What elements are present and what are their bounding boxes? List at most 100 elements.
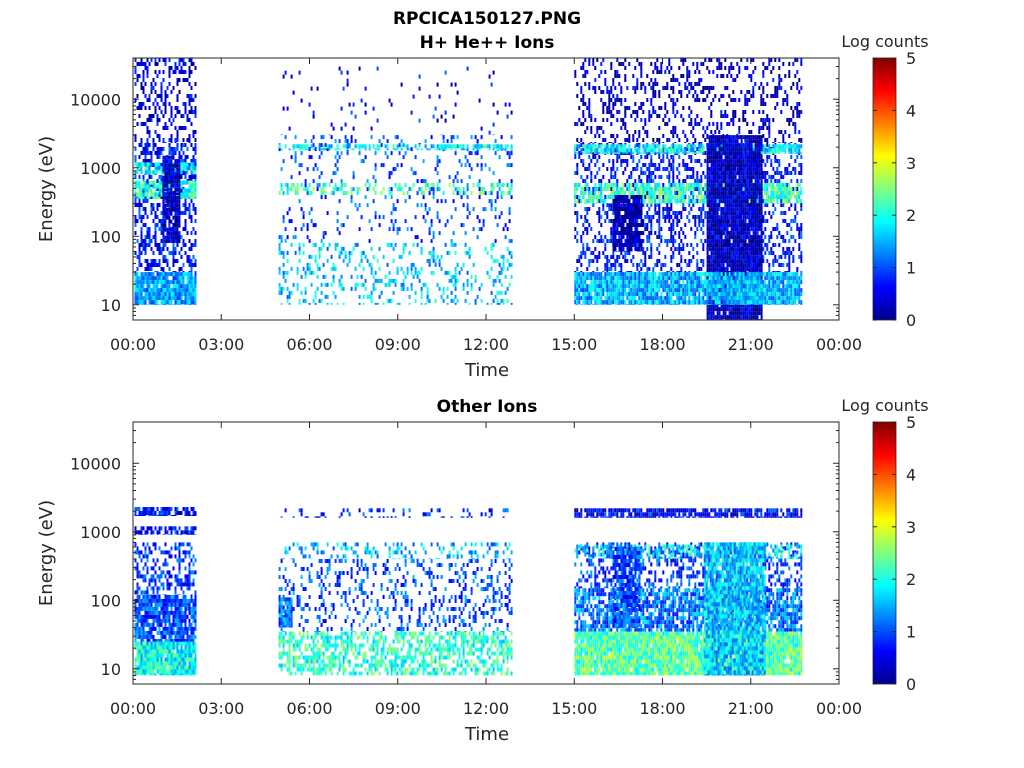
spectrogram-cell (160, 296, 163, 301)
spectrogram-cell (672, 255, 675, 259)
spectrogram-cell (662, 272, 665, 277)
spectrogram-cell (154, 58, 157, 62)
spectrogram-cell (616, 179, 619, 183)
spectrogram-cell (604, 276, 607, 281)
spectrogram-cell (150, 292, 153, 297)
spectrogram-cell (698, 267, 701, 271)
spectrogram-cell (166, 203, 169, 207)
spectrogram-cell (420, 203, 423, 208)
spectrogram-cell (294, 227, 297, 232)
spectrogram-cell (656, 219, 659, 223)
spectrogram-cell (766, 179, 769, 183)
spectrogram-cell (588, 106, 591, 110)
spectrogram-cell (620, 203, 623, 207)
spectrogram-cell (312, 298, 315, 303)
spectrogram-cell (398, 143, 401, 148)
spectrogram-cell (646, 215, 649, 219)
spectrogram-cell (584, 82, 587, 86)
spectrogram-cell (318, 254, 321, 259)
spectrogram-cell (144, 239, 147, 243)
spectrogram-cell (400, 163, 403, 168)
spectrogram-cell (176, 300, 179, 305)
spectrogram-cell (444, 118, 447, 123)
spectrogram-cell (650, 255, 653, 259)
spectrogram-cell (170, 147, 173, 151)
spectrogram-cell (180, 247, 183, 251)
spectrogram-cell (696, 276, 699, 281)
spectrogram-cell (798, 255, 801, 259)
spectrogram-cell (640, 155, 643, 159)
spectrogram-cell (142, 184, 145, 189)
spectrogram-cell (334, 171, 337, 176)
spectrogram-cell (684, 272, 687, 277)
spectrogram-cell (638, 272, 641, 277)
spectrogram-cell (510, 179, 513, 184)
spectrogram-cell (606, 300, 609, 305)
spectrogram-cell (510, 239, 513, 243)
spectrogram-cell (184, 211, 187, 215)
spectrogram-cell (470, 135, 473, 140)
spectrogram-cell (658, 167, 661, 171)
spectrogram-cell (174, 70, 177, 74)
spectrogram-cell (298, 302, 301, 305)
spectrogram-cell (668, 175, 671, 179)
spectrogram-cell (606, 296, 609, 301)
spectrogram-cell (500, 211, 503, 216)
spectrogram-cell (788, 247, 791, 251)
spectrogram-cell (510, 144, 513, 149)
spectrogram-cell (492, 258, 495, 263)
spectrogram-cell (162, 223, 165, 228)
spectrogram-cell (638, 292, 641, 297)
spectrogram-cell (684, 163, 687, 167)
spectrogram-cell (608, 239, 611, 243)
spectrogram-cell (664, 207, 667, 211)
spectrogram-cell (618, 271, 621, 273)
spectrogram-cell (788, 207, 791, 211)
spectrogram-cell (146, 170, 149, 175)
spectrogram-cell (600, 276, 603, 281)
spectrogram-cell (786, 284, 789, 289)
spectrogram-cell (370, 262, 373, 267)
spectrogram-cell (138, 259, 141, 263)
spectrogram-cell (672, 251, 675, 255)
spectrogram-cell (682, 284, 685, 289)
spectrogram-cell (620, 300, 623, 305)
spectrogram-cell (162, 292, 165, 297)
spectrogram-cell (666, 215, 669, 219)
spectrogram-cell (420, 286, 423, 291)
spectrogram-cell (190, 86, 193, 90)
spectrogram-cell (356, 242, 359, 247)
spectrogram-cell (584, 187, 587, 191)
spectrogram-cell (682, 276, 685, 281)
spectrogram-cell (606, 203, 609, 207)
spectrogram-cell (776, 171, 779, 175)
spectrogram-cell (510, 254, 513, 259)
spectrogram-cell (766, 296, 769, 301)
spectrogram-cell (306, 148, 309, 151)
spectrogram-cell (148, 94, 151, 98)
spectrogram-cell (154, 280, 157, 285)
spectrogram-cell (306, 167, 309, 172)
spectrogram-cell (650, 223, 653, 227)
spectrogram-cell (772, 292, 775, 297)
spectrogram-cell (766, 159, 769, 163)
spectrogram-cell (672, 163, 675, 167)
spectrogram-cell (156, 184, 159, 189)
spectrogram-cell (500, 147, 503, 152)
spectrogram-cell (612, 255, 615, 259)
spectrogram-cell (324, 191, 327, 195)
spectrogram-cell (774, 296, 777, 301)
spectrogram-cell (166, 304, 169, 305)
spectrogram-cell (194, 263, 197, 267)
spectrogram-cell (134, 300, 137, 305)
spectrogram-cell (654, 263, 657, 267)
spectrogram-cell (658, 227, 661, 231)
spectrogram-cell (396, 302, 399, 305)
spectrogram-cell (412, 274, 415, 279)
spectrogram-cell (780, 288, 783, 293)
spectrogram-cell (156, 166, 159, 171)
spectrogram-cell (176, 179, 179, 184)
spectrogram-cell (320, 151, 323, 156)
spectrogram-cell (470, 191, 473, 195)
spectrogram-cell (178, 304, 181, 305)
